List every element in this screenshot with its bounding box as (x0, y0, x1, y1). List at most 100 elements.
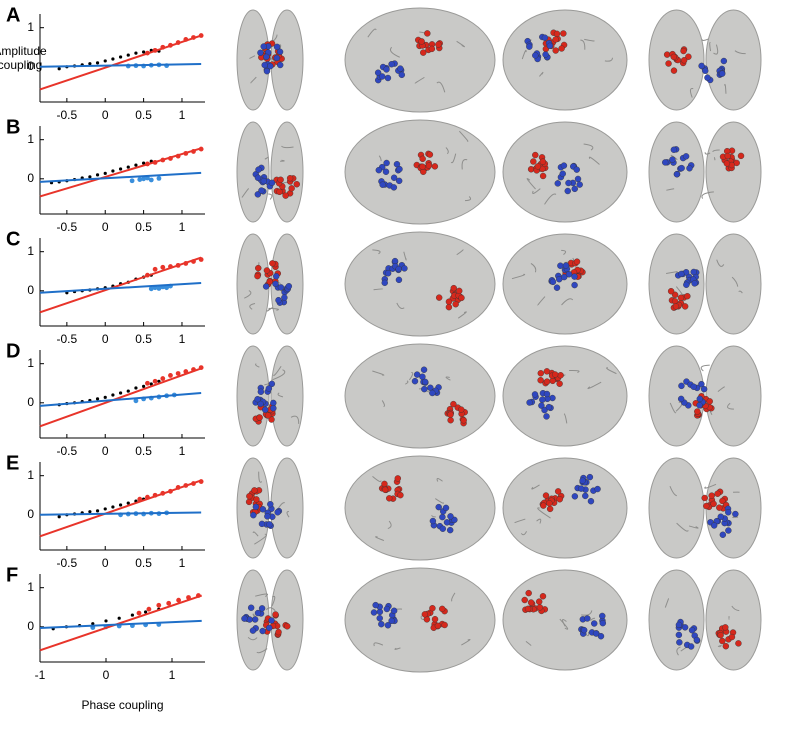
activation-dot (379, 73, 385, 79)
activation-dot (275, 509, 281, 515)
activation-dot (692, 280, 698, 286)
activation-dot (674, 171, 680, 177)
activation-dot (391, 184, 397, 190)
activation-dot (544, 379, 550, 385)
activation-dot (697, 402, 703, 408)
hemisphere (271, 346, 303, 446)
panel-label: F (6, 564, 18, 586)
brain (345, 344, 495, 448)
x-tick-label: 0 (102, 556, 109, 570)
point (142, 50, 145, 53)
activation-dot (723, 643, 729, 649)
activation-dot (721, 58, 727, 64)
activation-dot (557, 496, 563, 502)
x-tick-label: 0.5 (135, 444, 152, 458)
point (131, 613, 134, 616)
activation-dot (540, 159, 546, 165)
hemisphere (706, 458, 761, 558)
x-tick-label: 1 (179, 556, 186, 570)
activation-dot (436, 295, 442, 301)
activation-dot (395, 475, 401, 481)
activation-dot (426, 163, 432, 169)
activation-dot (709, 493, 715, 499)
activation-dot (528, 600, 534, 606)
activation-dot (289, 185, 295, 191)
point (96, 173, 99, 176)
point (111, 169, 114, 172)
activation-dot (378, 621, 384, 627)
point (127, 389, 130, 392)
activation-dot (384, 606, 390, 612)
sulcus (714, 157, 715, 160)
activation-dot (719, 71, 725, 77)
activation-dot (691, 384, 697, 390)
activation-dot (420, 156, 426, 162)
activation-dot (703, 503, 709, 509)
point (104, 507, 107, 510)
sulcus (701, 365, 710, 371)
activation-dot (461, 417, 467, 423)
activation-dot (435, 623, 441, 629)
activation-dot (552, 372, 558, 378)
activation-dot (435, 42, 441, 48)
point (144, 610, 147, 613)
x-tick-label: -0.5 (57, 108, 78, 122)
x-tick-label: 0 (102, 444, 109, 458)
activation-dot (283, 193, 289, 199)
activation-dot (376, 167, 382, 173)
activation-dot (738, 153, 744, 159)
x-axis-label: Phase coupling (81, 698, 163, 712)
activation-dot (537, 604, 543, 610)
activation-dot (422, 379, 428, 385)
brain (345, 568, 495, 672)
activation-dot (277, 189, 283, 195)
activation-dot (429, 46, 435, 52)
y-tick-label: 0 (27, 619, 34, 633)
panel-label: C (6, 228, 20, 250)
activation-dot (396, 266, 402, 272)
brain-row (237, 456, 761, 560)
hemisphere (706, 346, 761, 446)
brain (503, 10, 627, 110)
activation-dot (716, 505, 722, 511)
activation-dot (729, 634, 735, 640)
activation-dot (269, 617, 275, 623)
activation-dot (666, 61, 672, 67)
point (104, 619, 107, 622)
activation-dot (278, 177, 284, 183)
activation-dot (396, 277, 402, 283)
activation-dot (593, 630, 599, 636)
fit-line (40, 173, 201, 182)
activation-dot (269, 260, 275, 266)
x-tick-label: 0 (102, 332, 109, 346)
activation-dot (539, 397, 545, 403)
hemisphere (706, 234, 761, 334)
activation-dot (532, 52, 538, 58)
activation-dot (384, 160, 390, 166)
activation-dot (253, 504, 259, 510)
brain-row (237, 120, 761, 224)
point (127, 165, 130, 168)
y-tick-label: 1 (27, 468, 34, 482)
hemisphere (706, 10, 761, 110)
point (168, 373, 173, 378)
activation-dot (560, 171, 566, 177)
activation-dot (262, 407, 268, 413)
activation-dot (673, 303, 679, 309)
brain-row (237, 568, 761, 672)
activation-dot (386, 495, 392, 501)
activation-dot (588, 498, 594, 504)
x-tick-label: -0.5 (57, 332, 78, 346)
activation-dot (697, 396, 703, 402)
activation-dot (287, 175, 293, 181)
hemisphere (649, 458, 704, 558)
activation-dot (259, 521, 265, 527)
activation-dot (382, 487, 388, 493)
brain (345, 8, 495, 112)
point (96, 509, 99, 512)
activation-dot (383, 66, 389, 72)
activation-dot (260, 506, 266, 512)
activation-dot (262, 62, 268, 68)
activation-dot (544, 391, 550, 397)
activation-dot (669, 157, 675, 163)
